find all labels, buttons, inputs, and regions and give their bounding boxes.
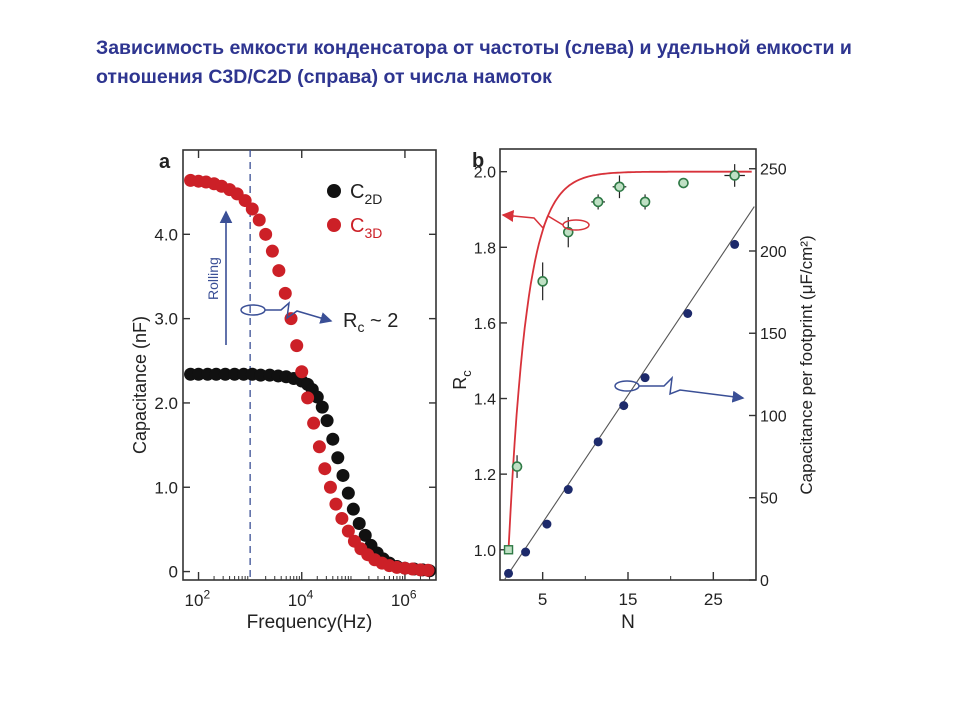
point-c2d — [358, 528, 372, 542]
point-c3d — [335, 511, 349, 525]
point-rc — [614, 181, 625, 193]
x-tick-label-b: 15 — [619, 590, 638, 609]
point-c2d — [192, 367, 206, 381]
y-tick-label-b-right: 50 — [760, 491, 778, 508]
legend-label-c2d: C2D — [350, 181, 382, 207]
x-tick-label-b: 5 — [538, 590, 547, 609]
point-c3d — [278, 286, 292, 300]
point-c2d — [341, 486, 355, 500]
point-capacitance — [619, 401, 629, 411]
x-axis-label-a: Frequency(Hz) — [247, 612, 373, 633]
point-c3d — [290, 339, 304, 353]
point-c2d — [326, 432, 340, 446]
y-axis-label-b-right: Capacitance per footprint (μF/cm²) — [797, 235, 816, 494]
rc-ellipse-b — [562, 219, 590, 231]
point-rc — [678, 177, 689, 189]
point-c3d — [307, 416, 321, 430]
y-tick-label-b-right: 150 — [760, 326, 787, 343]
y-tick-label-a: 3.0 — [154, 310, 178, 329]
legend-marker-c3d — [327, 218, 341, 232]
plot-frame-b — [499, 148, 757, 581]
y-tick-label-b-left: 2.0 — [474, 165, 496, 182]
point-c2d — [315, 400, 329, 414]
x-tick-label-a: 102 — [185, 587, 211, 610]
plot-frame-a — [182, 149, 437, 581]
rc-arrow-a — [265, 301, 333, 324]
point-c3d — [301, 391, 315, 405]
x-tick-label-a: 106 — [391, 587, 417, 610]
point-c3d — [421, 563, 435, 577]
point-rc — [729, 170, 740, 181]
y-tick-label-a: 1.0 — [154, 478, 178, 497]
point-capacitance — [640, 373, 650, 383]
point-c2d — [331, 451, 345, 465]
point-capacitance — [593, 437, 603, 447]
y-tick-label-a: 0 — [169, 563, 178, 582]
point-c2d — [320, 414, 334, 428]
y-tick-label-a: 4.0 — [154, 225, 178, 244]
point-capacitance — [504, 568, 514, 578]
point-c2d — [218, 367, 232, 381]
rc-ellipse-a — [240, 304, 266, 316]
point-c2d — [346, 502, 360, 516]
point-c3d — [295, 365, 309, 379]
panel-label-b: b — [472, 150, 484, 172]
capacitance-fit-line — [503, 206, 755, 581]
point-capacitance — [521, 547, 531, 557]
point-c2d — [254, 368, 268, 382]
point-capacitance — [730, 239, 740, 249]
point-c3d — [245, 202, 259, 216]
point-c3d — [252, 213, 266, 227]
point-rc — [639, 196, 651, 208]
point-capacitance — [542, 519, 552, 529]
x-axis-label-b: N — [621, 612, 635, 633]
y-tick-label-b-left: 1.0 — [474, 543, 496, 560]
point-c3d — [323, 480, 337, 494]
y-axis-label-a: Capacitance (nF) — [130, 316, 150, 454]
point-c3d — [318, 462, 332, 476]
point-c2d — [209, 367, 223, 381]
capacitance-arrow-b — [639, 375, 745, 403]
point-c2d — [336, 468, 350, 482]
y-tick-label-b-left: 1.4 — [474, 392, 496, 409]
legend-label-c3d: C3D — [350, 215, 382, 241]
panel-a: a 0 1.0 2.0 3.0 4.0 102 104 106 Frequency(Hz) Capa… — [130, 149, 437, 633]
point-c3d — [312, 440, 326, 454]
panel-b: b 1.0 1.2 1.4 1.6 1.8 2.0 0 50 100 150 200 250 5 15 25 N… — [450, 148, 816, 633]
point-c2d — [310, 390, 324, 404]
y-tick-label-b-right: 100 — [760, 408, 787, 425]
y-tick-label-b-left: 1.6 — [474, 316, 496, 333]
point-c2d — [352, 517, 366, 531]
y-tick-label-b-right: 250 — [760, 162, 787, 179]
rc-ratio-label: Rc ~ 2 — [343, 310, 398, 335]
y-tick-label-b-left: 1.2 — [474, 467, 496, 484]
rolling-label: Rolling — [205, 257, 221, 300]
point-rc — [537, 276, 548, 287]
point-rc — [511, 461, 523, 472]
point-c3d — [329, 497, 343, 511]
y-tick-label-b-right: 0 — [760, 573, 769, 590]
rc-arrow-b — [501, 210, 564, 230]
point-c3d — [272, 264, 286, 278]
point-rc — [503, 545, 514, 555]
legend-marker-c2d — [327, 184, 341, 198]
point-rc — [592, 196, 604, 208]
x-tick-label-b: 25 — [704, 590, 723, 609]
point-c3d — [265, 244, 279, 258]
point-capacitance — [563, 485, 573, 495]
rc-fit-curve — [507, 170, 752, 550]
panel-label-a: a — [159, 151, 171, 173]
y-axis-label-b-left: Rc — [450, 370, 474, 390]
y-tick-label-a: 2.0 — [154, 394, 178, 413]
point-c3d — [259, 227, 273, 241]
point-c3d — [341, 524, 355, 538]
slide-title: Зависимость емкости конденсатора от част… — [96, 37, 852, 88]
x-tick-label-a: 104 — [288, 587, 314, 610]
capacitance-ellipse-b — [614, 380, 640, 392]
y-tick-label-b-right: 200 — [760, 244, 787, 261]
point-capacitance — [683, 309, 693, 319]
point-c2d — [228, 367, 242, 381]
y-tick-label-b-left: 1.8 — [474, 240, 496, 257]
